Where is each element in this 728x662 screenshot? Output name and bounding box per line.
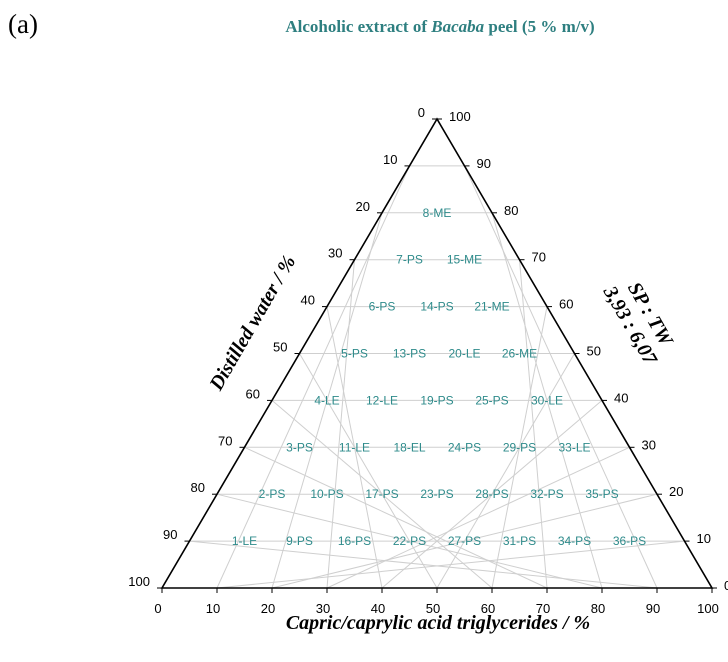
composition-point-label: 14-PS <box>420 300 453 314</box>
grid-line-right-parallel <box>299 353 438 589</box>
composition-point-label: 11-LE <box>339 440 370 454</box>
composition-point-label: 34-PS <box>558 534 591 548</box>
grid-line-left-parallel <box>491 212 603 589</box>
bottom-tick-label: 70 <box>536 601 550 616</box>
grid-line-left-parallel <box>464 165 658 589</box>
left-tick-label: 0 <box>418 105 425 120</box>
composition-point-label: 5-PS <box>341 347 368 361</box>
right-tick-label: 20 <box>669 484 683 499</box>
composition-point-label: 4-LE <box>314 393 339 407</box>
bottom-tick-label: 90 <box>646 601 660 616</box>
composition-point-label: 24-PS <box>448 440 481 454</box>
composition-point-label: 23-PS <box>420 487 453 501</box>
grid-line-left-parallel <box>519 259 548 589</box>
composition-point-label: 35-PS <box>585 487 618 501</box>
bottom-axis-title: Capric/caprylic acid triglycerides / % <box>286 612 590 634</box>
composition-point-label: 33-LE <box>558 440 590 454</box>
composition-points: 8-ME 7-PS 15-ME 6-PS 14-PS 21-ME 5-PS 13-PS 20-L… <box>232 206 646 548</box>
chart-title-suffix: peel (5 % m/v) <box>484 17 594 36</box>
bottom-tick-label: 20 <box>261 601 275 616</box>
bottom-axis-ticks: 0 10 20 30 40 50 60 70 80 90 100 <box>154 588 719 616</box>
composition-point-label: 28-PS <box>475 487 508 501</box>
composition-point-label: 16-PS <box>338 534 371 548</box>
left-tick-label: 100 <box>128 574 150 589</box>
composition-point-label: 17-PS <box>365 487 398 501</box>
composition-point-label: 29-PS <box>503 440 536 454</box>
composition-point-label: 32-PS <box>530 487 563 501</box>
composition-point-label: 10-PS <box>310 487 343 501</box>
composition-point-label: 30-LE <box>531 393 563 407</box>
composition-point-label: 19-PS <box>420 393 453 407</box>
left-tick-label: 50 <box>273 340 287 355</box>
left-tick-label: 20 <box>356 199 370 214</box>
left-tick-label: 30 <box>328 246 342 261</box>
composition-point-label: 20-LE <box>448 347 480 361</box>
right-tick-label: 90 <box>477 156 491 171</box>
composition-point-label: 15-ME <box>447 253 482 267</box>
composition-point-label: 21-ME <box>474 300 509 314</box>
left-tick-label: 70 <box>218 433 232 448</box>
composition-point-label: 22-PS <box>393 534 426 548</box>
left-axis-ticks: 0 10 20 30 40 50 60 70 80 90 100 <box>128 105 437 589</box>
composition-point-label: 18-EL <box>393 440 425 454</box>
composition-point-label: 9-PS <box>286 534 313 548</box>
bottom-tick-label: 100 <box>697 601 719 616</box>
composition-point-label: 13-PS <box>393 347 426 361</box>
bottom-tick-label: 50 <box>426 601 440 616</box>
right-axis-title: SP : TW 3,93 : 6,07 <box>598 279 677 370</box>
left-axis-title: Distilled water / % <box>205 252 300 395</box>
right-tick-label: 0 <box>724 578 728 593</box>
composition-point-label: 31-PS <box>503 534 536 548</box>
composition-point-label: 36-PS <box>613 534 646 548</box>
left-tick-label: 90 <box>163 527 177 542</box>
left-tick-label: 80 <box>191 480 205 495</box>
right-tick-label: 10 <box>697 531 711 546</box>
bottom-tick-label: 10 <box>206 601 220 616</box>
left-tick-label: 40 <box>301 293 315 308</box>
composition-point-label: 7-PS <box>396 253 423 267</box>
right-tick-label: 80 <box>504 203 518 218</box>
bottom-tick-label: 60 <box>481 601 495 616</box>
chart-title-italic: Bacaba <box>430 17 484 36</box>
composition-point-label: 6-PS <box>369 300 396 314</box>
bottom-tick-label: 0 <box>154 601 161 616</box>
left-tick-label: 60 <box>246 386 260 401</box>
chart-title-prefix: Alcoholic extract of <box>285 17 431 36</box>
composition-point-label: 1-LE <box>232 534 257 548</box>
grid-line-right-parallel <box>244 446 548 589</box>
grid-line-right-parallel <box>189 540 658 589</box>
bottom-tick-label: 80 <box>591 601 605 616</box>
ternary-grid <box>189 165 685 589</box>
chart-title: Alcoholic extract of Bacaba peel (5 % m/… <box>285 17 594 36</box>
right-tick-label: 100 <box>449 109 471 124</box>
composition-point-label: 25-PS <box>475 393 508 407</box>
right-tick-label: 50 <box>587 344 601 359</box>
right-tick-label: 30 <box>642 437 656 452</box>
composition-point-label: 27-PS <box>448 534 481 548</box>
bottom-tick-label: 40 <box>371 601 385 616</box>
composition-point-label: 12-LE <box>366 393 398 407</box>
right-tick-label: 70 <box>532 250 546 265</box>
panel-label: (a) <box>8 9 38 39</box>
right-tick-label: 40 <box>614 390 628 405</box>
bottom-tick-label: 30 <box>316 601 330 616</box>
left-tick-label: 10 <box>383 152 397 167</box>
composition-point-label: 3-PS <box>286 440 313 454</box>
composition-point-label: 8-ME <box>423 206 452 220</box>
grid-line-left-parallel <box>436 353 575 589</box>
right-tick-label: 60 <box>559 297 573 312</box>
composition-point-label: 26-ME <box>502 347 537 361</box>
composition-point-label: 2-PS <box>259 487 286 501</box>
